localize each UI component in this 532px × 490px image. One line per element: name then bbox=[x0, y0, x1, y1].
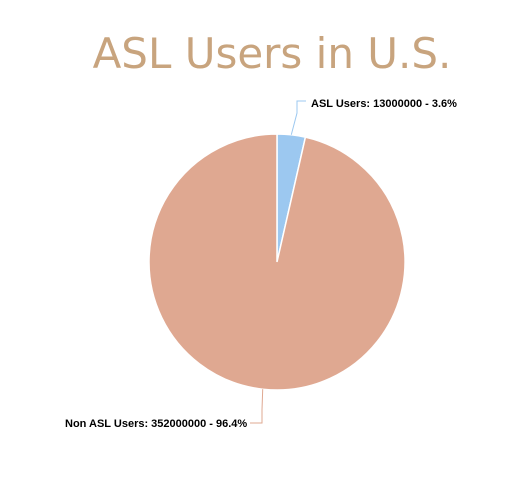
leader-line-asl-users bbox=[290, 100, 306, 135]
slice-label-asl-users: ASL Users: 13000000 - 3.6% bbox=[311, 98, 457, 110]
slice-labels: ASL Users: 13000000 - 3.6% Non ASL Users:… bbox=[65, 98, 457, 430]
leader-line-non-asl-users bbox=[250, 389, 264, 424]
chart-title: ASL Users in U.S. bbox=[93, 29, 452, 78]
slice-leader-lines bbox=[250, 100, 306, 424]
pie-slice-non-asl-users bbox=[148, 133, 406, 391]
pie-slices bbox=[148, 133, 406, 391]
slice-label-non-asl-users: Non ASL Users: 352000000 - 96.4% bbox=[65, 418, 247, 430]
